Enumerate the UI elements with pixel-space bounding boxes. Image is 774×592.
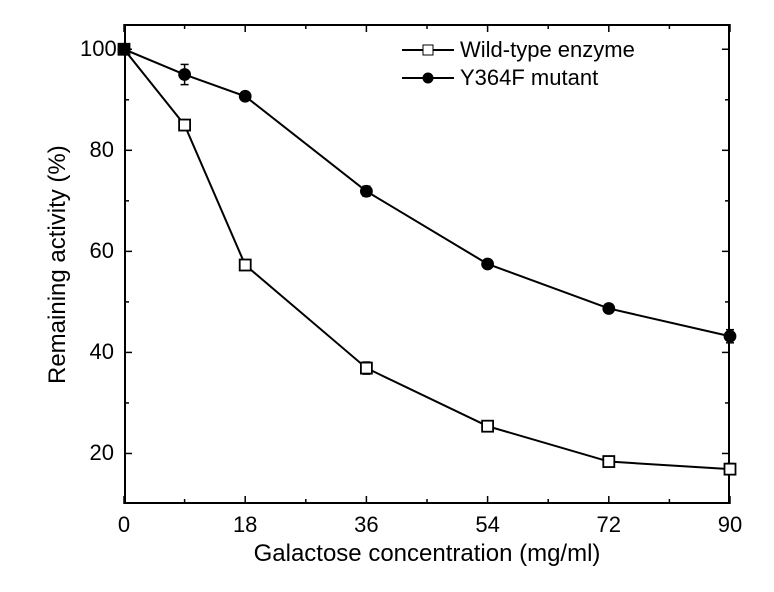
legend-label: Y364F mutant [460,65,598,91]
legend-sample-line [402,77,454,79]
legend-sample-line [402,49,454,51]
x-tick-label: 72 [597,512,621,538]
x-tick-label: 0 [118,512,130,538]
x-tick-label: 36 [354,512,378,538]
y-tick-label: 80 [80,137,114,163]
y-tick-label: 60 [80,238,114,264]
x-axis-label: Galactose concentration (mg/ml) [254,540,601,568]
legend: Wild-type enzyme Y364F mutant [402,36,635,92]
x-tick-label: 54 [475,512,499,538]
legend-item-wild-type: Wild-type enzyme [402,36,635,64]
y-tick-label: 100 [80,36,114,62]
legend-label: Wild-type enzyme [460,37,635,63]
chart-svg [0,0,774,592]
y-axis-label: Remaining activity (%) [44,145,72,384]
x-tick-label: 90 [718,512,742,538]
y-tick-label: 20 [80,440,114,466]
y-tick-label: 40 [80,339,114,365]
legend-item-y364f: Y364F mutant [402,64,635,92]
square-open-icon [423,45,434,56]
x-tick-label: 18 [233,512,257,538]
circle-filled-icon [423,73,434,84]
